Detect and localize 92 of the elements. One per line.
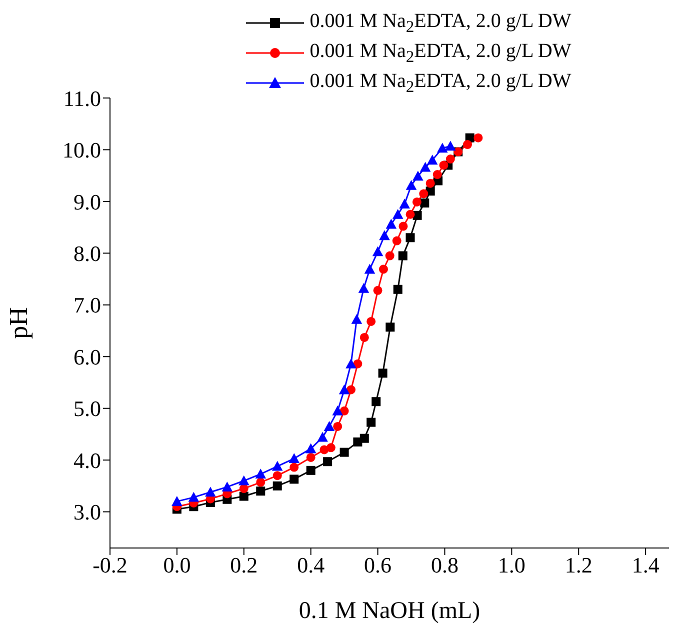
point (346, 358, 356, 368)
point (406, 180, 417, 190)
point (372, 246, 384, 256)
point (333, 422, 342, 431)
point (323, 457, 332, 466)
x-tick-label: 1.2 (564, 552, 592, 578)
point (324, 421, 335, 431)
point (317, 432, 328, 442)
point (306, 452, 316, 462)
y-tick-label: 8.0 (74, 240, 101, 266)
point (205, 486, 216, 497)
point (364, 264, 376, 274)
point (412, 197, 422, 206)
point (360, 332, 369, 342)
point (338, 384, 350, 394)
point (272, 481, 282, 490)
x-axis-title: 0.1 M NaOH (mL) (298, 598, 480, 624)
point (398, 251, 408, 260)
point (392, 236, 402, 246)
point (255, 468, 266, 479)
point (439, 160, 448, 170)
point (406, 233, 415, 242)
point (272, 460, 283, 471)
point (256, 486, 266, 496)
point (378, 368, 388, 378)
point (406, 210, 415, 219)
y-tick-label: 7.0 (74, 292, 101, 318)
x-tick-label: 1.4 (632, 552, 660, 578)
point (386, 218, 397, 229)
point (172, 496, 182, 506)
point (358, 282, 370, 293)
point (386, 322, 395, 332)
y-tick-label: 5.0 (74, 396, 101, 422)
x-tick-label: 0.4 (297, 552, 325, 578)
point (392, 208, 404, 219)
y-tick-label: 10.0 (62, 138, 101, 163)
point (412, 170, 424, 181)
point (340, 406, 349, 416)
point (393, 284, 402, 294)
y-axis-title: pH (4, 306, 34, 339)
point (419, 189, 428, 198)
point (351, 314, 362, 324)
point (340, 448, 349, 457)
point (412, 210, 422, 220)
point (420, 198, 430, 208)
legend-label: 0.001 M Na$_{2}$EDTA, 2.0 g/L DW (310, 40, 572, 66)
point (436, 142, 448, 153)
point (399, 198, 410, 209)
legend-label: 0.001 M Na$_{2}$EDTA, 2.0 g/L DW (310, 10, 572, 36)
point (256, 478, 266, 487)
point (385, 251, 394, 260)
legend-label: 0.001 M Na$_{2}$EDTA, 2.0 g/L DW (310, 70, 572, 96)
point (426, 154, 438, 165)
point (373, 286, 382, 295)
point (432, 170, 442, 180)
x-tick-label: 0.6 (364, 552, 392, 578)
x-tick-label: -0.2 (92, 552, 128, 578)
point (462, 140, 472, 150)
point (290, 474, 299, 484)
point (420, 162, 431, 172)
point (474, 133, 483, 142)
x-tick-label: 0.2 (230, 552, 258, 578)
point (306, 466, 316, 475)
point (445, 140, 456, 151)
point (290, 462, 299, 472)
point (426, 178, 435, 188)
y-tick-label: 4.0 (74, 448, 101, 473)
point (366, 316, 376, 326)
point (238, 475, 250, 486)
point (446, 154, 455, 164)
point (188, 492, 200, 502)
point (222, 482, 233, 492)
point (360, 434, 369, 443)
x-tick-label: 0.8 (430, 552, 458, 578)
point (378, 264, 388, 274)
point (326, 443, 336, 452)
point (239, 492, 248, 501)
point (372, 397, 381, 406)
point (379, 230, 390, 240)
y-tick-label: 3.0 (74, 500, 101, 525)
y-tick-label: 9.0 (74, 189, 101, 214)
point (346, 385, 356, 394)
point (398, 222, 408, 231)
point (272, 471, 282, 480)
y-tick-label: 6.0 (74, 344, 101, 370)
point (305, 443, 316, 454)
point (288, 453, 300, 464)
point (332, 406, 344, 416)
point (366, 418, 376, 427)
x-tick-label: 1.0 (498, 552, 526, 578)
y-tick-label: 11.0 (63, 86, 101, 111)
x-tick-label: 0.0 (163, 552, 191, 578)
